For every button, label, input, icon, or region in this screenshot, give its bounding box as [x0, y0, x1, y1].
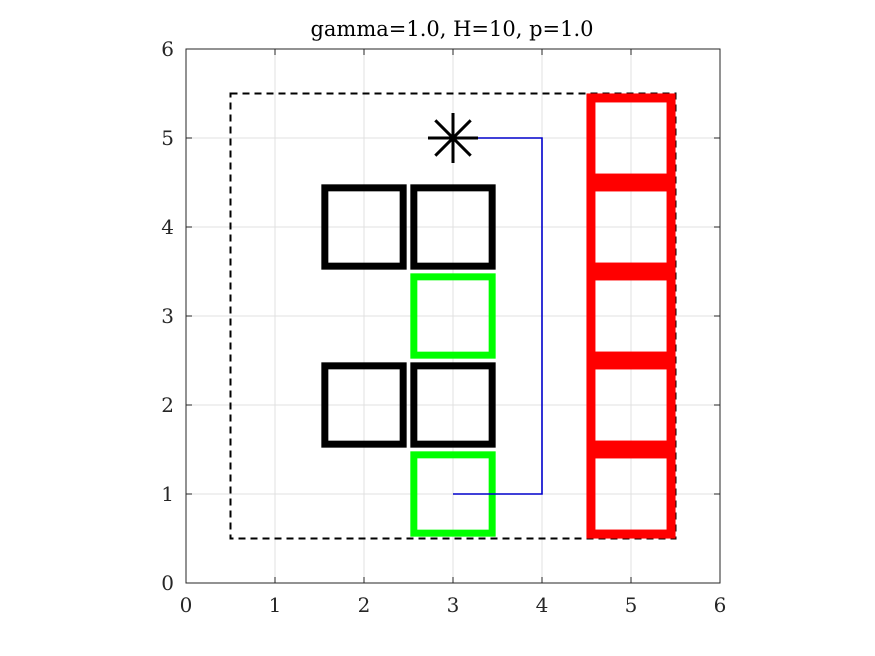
red-cell — [586, 360, 676, 450]
x-tick-labels: 0 1 2 3 4 5 6 — [180, 593, 727, 617]
y-tick-label: 6 — [161, 37, 174, 61]
green-cell — [410, 273, 496, 359]
y-tick-label: 3 — [161, 304, 174, 328]
red-cell — [586, 182, 676, 272]
x-tick-label: 2 — [358, 593, 371, 617]
obstacle-cell — [410, 362, 496, 448]
x-tick-label: 0 — [180, 593, 193, 617]
red-cell — [586, 93, 676, 183]
obstacle-cell — [321, 362, 407, 448]
red-cell — [586, 271, 676, 361]
boundary-dashed-rect — [229, 92, 677, 540]
y-tick-labels: 0 1 2 3 4 5 6 — [161, 37, 174, 595]
x-tick-label: 5 — [625, 593, 638, 617]
y-tick-label: 5 — [161, 126, 174, 150]
red-cell — [586, 449, 676, 539]
y-tick-label: 1 — [161, 482, 174, 506]
axis-ticks — [185, 48, 721, 584]
chart-title: gamma=1.0, H=10, p=1.0 — [310, 17, 593, 41]
x-tick-label: 1 — [269, 593, 282, 617]
y-tick-label: 0 — [161, 571, 174, 595]
x-tick-label: 3 — [447, 593, 460, 617]
obstacle-cell — [321, 184, 407, 270]
asterisk-stroke — [434, 119, 472, 157]
trajectory-path — [453, 137, 543, 495]
goal-asterisk-marker — [428, 113, 478, 163]
y-tick-label: 4 — [161, 215, 174, 239]
x-tick-label: 6 — [714, 593, 727, 617]
y-tick-label: 2 — [161, 393, 174, 417]
x-tick-label: 4 — [536, 593, 549, 617]
obstacle-cell — [410, 184, 496, 270]
grid-cells — [321, 93, 676, 539]
